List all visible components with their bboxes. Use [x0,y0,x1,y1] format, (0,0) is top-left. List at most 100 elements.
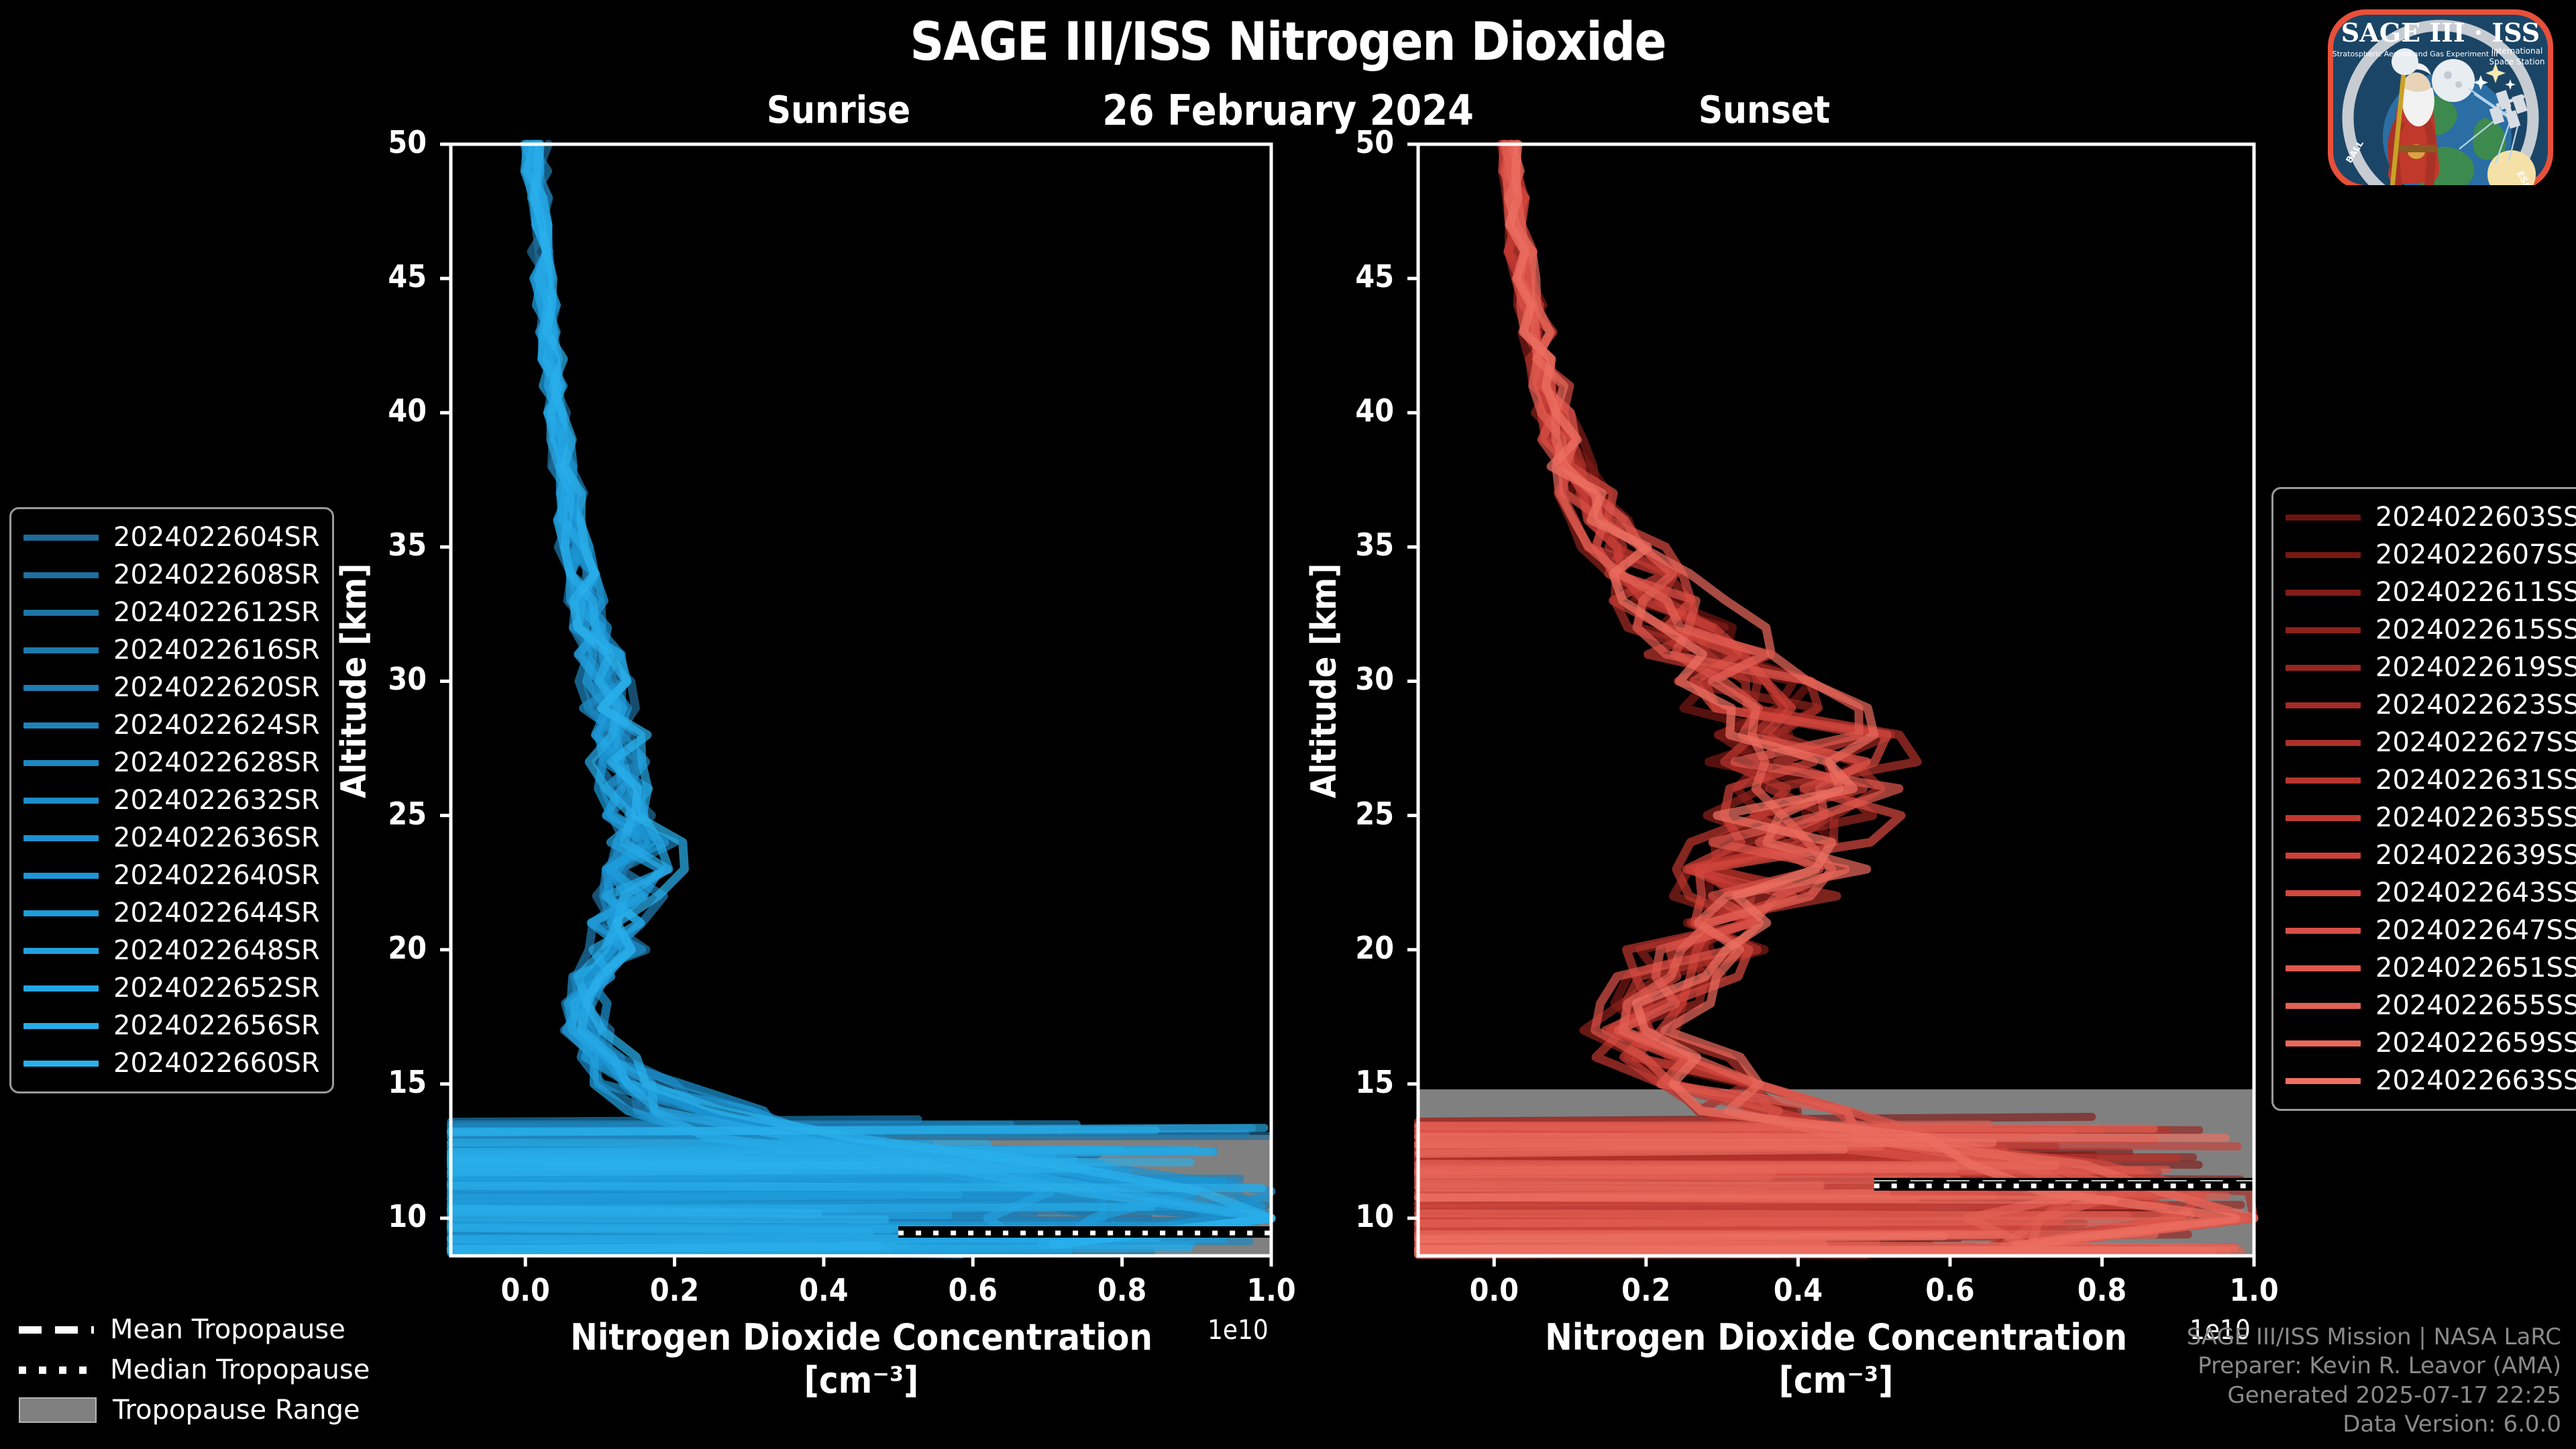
y-tick-label: 15 [1355,1063,1394,1100]
dashed-line-icon [19,1326,94,1334]
legend-item[interactable]: 2024022615SS [2286,611,2576,649]
legend-label: 2024022655SS [2375,990,2576,1021]
legend-item[interactable]: 2024022607SS [2286,536,2576,574]
legend-item[interactable]: 2024022632SR [23,782,320,819]
x-tick-label: 0.8 [2077,1272,2127,1308]
credits-block: SAGE III/ISS Mission | NASA LaRC Prepare… [2186,1323,2561,1440]
legend-item-median-tropopause: Median Tropopause [19,1350,370,1390]
y-tick-label: 25 [388,795,427,832]
legend-item[interactable]: 2024022628SR [23,744,320,782]
legend-item[interactable]: 2024022631SS [2286,761,2576,799]
profile-line [447,1213,890,1224]
legend-item[interactable]: 2024022616SR [23,631,320,669]
legend-label: 2024022660SR [113,1048,320,1079]
legend-label-median-tropopause: Median Tropopause [110,1354,370,1385]
legend-color-swatch [2286,1040,2361,1046]
legend-label: 2024022620SR [113,672,320,703]
legend-label: 2024022636SR [113,822,320,853]
profile-line [1501,140,2082,1250]
y-tick-label: 35 [1355,527,1394,564]
legend-item[interactable]: 2024022612SR [23,594,320,631]
profile-line [447,1124,1269,1137]
legend-color-swatch [2286,965,2361,971]
legend-item[interactable]: 2024022623SS [2286,686,2576,724]
legend-item[interactable]: 2024022644SR [23,894,320,932]
legend-item[interactable]: 2024022608SR [23,556,320,594]
profile-line [447,1224,875,1236]
y-tick-label: 10 [388,1197,427,1234]
legend-item[interactable]: 2024022611SS [2286,574,2576,611]
profile-line [1503,140,2248,1250]
legend-item[interactable]: 2024022604SR [23,519,320,556]
legend-item[interactable]: 2024022647SS [2286,912,2576,949]
sunset-plot-area [1407,140,2259,1267]
legend-item[interactable]: 2024022620SR [23,669,320,706]
legend-label: 2024022640SR [113,860,320,891]
legend-color-swatch [2286,627,2361,633]
legend-item[interactable]: 2024022639SS [2286,837,2576,874]
sunrise-legend[interactable]: 2024022604SR 2024022608SR 2024022612SR 2024… [9,507,334,1093]
legend-color-swatch [23,797,99,804]
sunrise-x-axis-label-line1: Nitrogen Dioxide Concentration [570,1316,1152,1358]
legend-item[interactable]: 2024022636SR [23,819,320,857]
x-tick-label: 0.0 [500,1272,550,1308]
legend-item[interactable]: 2024022663SS [2286,1062,2576,1099]
legend-item[interactable]: 2024022652SR [23,969,320,1007]
legend-item[interactable]: 2024022660SR [23,1044,320,1082]
legend-label: 2024022635SS [2375,802,2576,833]
legend-label: 2024022648SR [113,935,320,966]
legend-item[interactable]: 2024022624SR [23,706,320,744]
legend-item[interactable]: 2024022659SS [2286,1024,2576,1062]
profile-line [1505,140,2241,1250]
y-tick-label: 20 [388,929,427,966]
x-tick-label: 0.2 [649,1272,700,1308]
legend-item[interactable]: 2024022640SR [23,857,320,894]
profile-line [447,1181,1267,1192]
y-tick-label: 40 [1355,392,1394,429]
sunset-x-axis-exponent: 1e10 [2190,1315,2251,1346]
legend-label: 2024022656SR [113,1010,320,1041]
credits-line-preparer: Preparer: Kevin R. Leavor (AMA) [2198,1352,2561,1380]
sunrise-panel-title: Sunrise [766,89,911,132]
legend-item[interactable]: 2024022627SS [2286,724,2576,761]
legend-label: 2024022607SS [2375,539,2576,570]
profile-line [1414,1138,1997,1148]
legend-label: 2024022639SS [2375,840,2576,871]
gray-band-icon [19,1397,97,1423]
logo-title: SAGE III · ISS [2341,17,2540,48]
y-tick-label: 30 [388,661,427,698]
legend-label: 2024022659SS [2375,1028,2576,1059]
profile-line [1414,1232,1949,1244]
credits-line-version: Data Version: 6.0.0 [2343,1411,2561,1438]
profile-line [447,1165,1089,1177]
profile-line [447,1234,1162,1244]
date-title: 26 February 2024 [1102,86,1474,135]
profile-line [1414,1175,1962,1184]
legend-color-swatch [23,1060,99,1067]
legend-color-swatch [23,947,99,954]
legend-item-mean-tropopause: Mean Tropopause [19,1309,370,1350]
legend-item[interactable]: 2024022656SR [23,1007,320,1044]
sunset-x-axis-label-line1: Nitrogen Dioxide Concentration [1545,1316,2127,1358]
sunset-y-axis-label: Altitude [km] [1304,563,1344,798]
legend-item[interactable]: 2024022648SR [23,932,320,969]
profile-line [1498,140,2210,1250]
legend-item[interactable]: 2024022651SS [2286,949,2576,987]
logo-subtitle-right-2: Space Station [2489,57,2544,66]
y-tick-label: 20 [1355,929,1394,966]
profile-line [530,140,1276,1250]
axes-frame [1416,142,2256,1258]
profile-line [447,1145,1125,1157]
legend-item[interactable]: 2024022655SS [2286,987,2576,1024]
legend-label: 2024022652SR [113,973,320,1004]
axes-frame [449,142,1273,1258]
legend-item[interactable]: 2024022619SS [2286,649,2576,686]
legend-item[interactable]: 2024022603SS [2286,498,2576,536]
legend-item[interactable]: 2024022635SS [2286,799,2576,837]
y-tick-label: 15 [388,1063,427,1100]
credits-line-mission: SAGE III/ISS Mission | NASA LaRC [2186,1323,2561,1350]
legend-item[interactable]: 2024022643SS [2286,874,2576,912]
logo-subtitle-left: Stratospheric Aerosol and Gas Experiment… [2332,50,2498,58]
profile-line [1504,140,2259,1250]
sunset-legend[interactable]: 2024022603SS 2024022607SS 2024022611SS 2024… [2271,487,2576,1111]
